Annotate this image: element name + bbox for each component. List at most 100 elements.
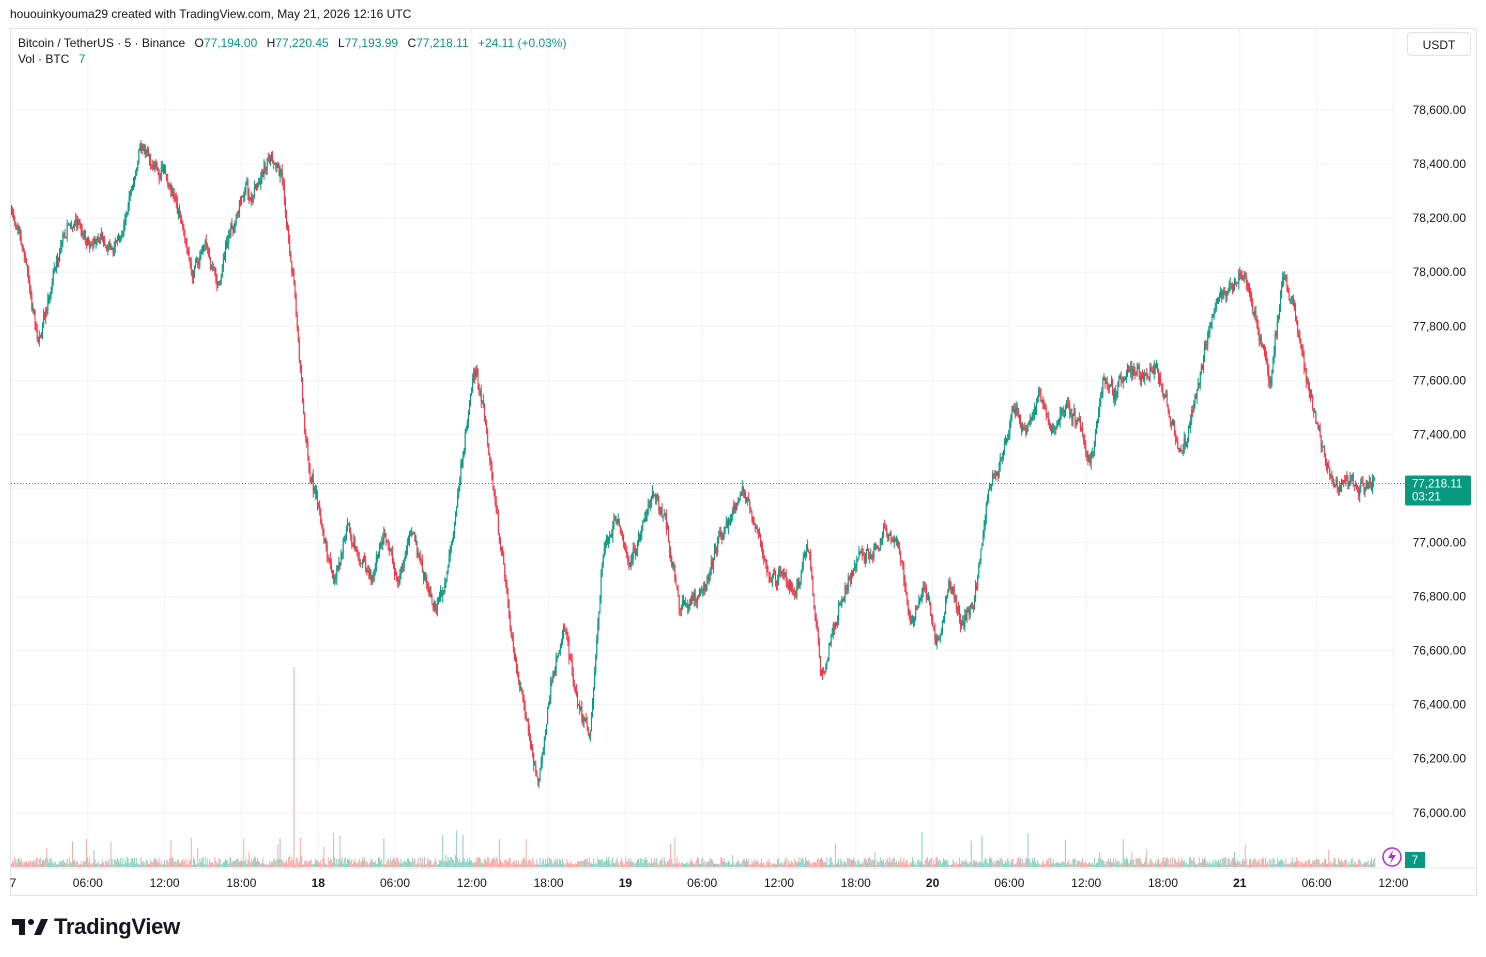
candle-body (974, 598, 975, 607)
volume-bar (935, 857, 937, 867)
volume-bar (389, 858, 391, 867)
candle-body (272, 156, 274, 162)
volume-badge-value: 7 (1412, 855, 1418, 867)
candle-body (894, 539, 896, 541)
candle-body (475, 370, 477, 378)
volume-bar (1085, 861, 1087, 867)
volume-bar (1338, 859, 1340, 867)
x-tick-label: 7 (10, 876, 17, 890)
volume-bar (483, 858, 485, 867)
volume-bar (52, 863, 54, 867)
candle-body (494, 490, 496, 501)
candle-body (505, 576, 507, 586)
volume-bar (712, 862, 714, 867)
x-tick-label: 12:00 (1378, 876, 1408, 890)
candle-body (1071, 413, 1073, 421)
candle-body (700, 590, 702, 593)
candle-body (954, 595, 956, 599)
candle-body (129, 192, 131, 196)
candle-body (680, 609, 682, 611)
volume-bar (681, 862, 683, 867)
volume-bar (758, 864, 760, 867)
volume-bar (1200, 862, 1202, 867)
volume-bar (155, 858, 157, 867)
volume-bar (136, 857, 138, 867)
volume-bar (199, 858, 201, 867)
volume-bar (823, 862, 825, 867)
volume-label[interactable]: Vol · BTC (18, 52, 70, 66)
volume-bar (812, 862, 814, 867)
candle-body (397, 579, 399, 582)
volume-bar (13, 862, 15, 867)
volume-bar (597, 857, 599, 867)
volume-bar (742, 858, 744, 867)
volume-bar (490, 861, 492, 867)
volume-bar (1038, 863, 1040, 867)
candle-body (995, 472, 997, 478)
candle-body (568, 641, 570, 658)
candle-body (226, 241, 228, 247)
candle-body (899, 548, 901, 555)
candle-body (748, 498, 750, 501)
volume-bar (1030, 862, 1032, 867)
candle-body (1159, 377, 1161, 384)
volume-bar (210, 862, 212, 867)
candle-body (612, 526, 614, 537)
volume-bar (282, 861, 284, 867)
candle-body (915, 607, 917, 621)
candle-body (1038, 389, 1040, 397)
volume-bar (1095, 863, 1097, 867)
volume-bar (657, 862, 659, 867)
candle-body (695, 601, 697, 603)
candle-body (1374, 479, 1376, 481)
currency-button[interactable]: USDT (1407, 32, 1471, 56)
volume-bar (466, 858, 468, 867)
candle-body (1091, 452, 1093, 455)
volume-bar (394, 859, 396, 867)
candle-body (604, 542, 606, 549)
candle-body (1182, 449, 1184, 451)
volume-bar (478, 857, 480, 867)
volume-bar (467, 861, 469, 867)
candle-body (208, 252, 210, 260)
volume-bar (188, 860, 190, 867)
candle-body (245, 184, 247, 194)
last-price-tag[interactable] (1405, 475, 1471, 506)
volume-bar (738, 862, 740, 867)
volume-bar (444, 861, 446, 867)
volume-bar (933, 859, 935, 867)
candle-body (931, 614, 933, 619)
candle-body (468, 400, 470, 415)
symbol-title[interactable]: Bitcoin / TetherUS · 5 · Binance (18, 36, 186, 50)
candle-body (657, 494, 659, 500)
volume-bar (433, 862, 435, 867)
candle-body (541, 753, 543, 764)
candle-body (640, 534, 642, 540)
candle-body (618, 519, 620, 527)
volume-bar (318, 861, 320, 867)
volume-bar (1287, 863, 1289, 867)
volume-bar (1024, 862, 1026, 867)
candle-body (435, 609, 437, 612)
candle-body (878, 548, 880, 550)
tradingview-logo[interactable]: TradingView (12, 914, 180, 940)
volume-bar (542, 858, 544, 867)
volume-bar (310, 859, 312, 867)
candle-body (1335, 479, 1337, 487)
candle-body (265, 167, 267, 171)
candle-body (1017, 411, 1019, 416)
candle-body (458, 486, 460, 495)
candle-body (1258, 331, 1260, 341)
volume-bar (535, 864, 537, 867)
candle-body (111, 247, 113, 250)
volume-bar (956, 864, 958, 867)
candle-body (1130, 366, 1132, 372)
candle-body (11, 208, 12, 213)
candle-body (290, 252, 292, 262)
volume-bar (480, 862, 482, 867)
candle-body (169, 184, 171, 187)
candle-body (444, 582, 446, 592)
candle-body (853, 568, 855, 576)
volume-bar (772, 863, 774, 867)
